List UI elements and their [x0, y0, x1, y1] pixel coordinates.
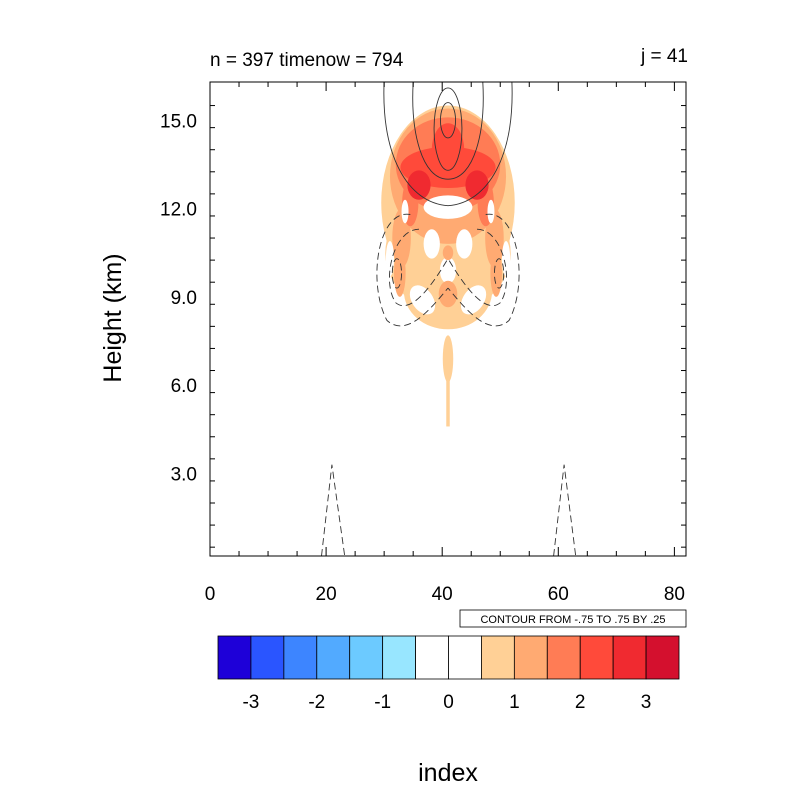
colorbar-box	[382, 635, 416, 680]
negative-contour	[376, 214, 449, 327]
colorbar-box	[579, 635, 614, 680]
y-axis: 3.0 6.0 9.0 12.0 15.0	[160, 105, 686, 548]
positive-region	[392, 208, 411, 268]
positive-region	[485, 208, 504, 268]
negative-contour	[447, 214, 520, 327]
x-axis: 0 20 40 60 80	[205, 82, 685, 605]
negative-contour	[321, 464, 346, 556]
y-tick-label: 6.0	[171, 376, 197, 397]
plot-frame	[209, 81, 687, 557]
title-left: n = 397 timenow = 794	[210, 50, 404, 71]
positive-contour	[412, 82, 484, 180]
positive-region	[465, 170, 489, 200]
y-tick-label: 15.0	[160, 111, 197, 132]
zero-region	[439, 257, 457, 284]
colorbar-label: 1	[509, 692, 520, 713]
negative-contour	[389, 228, 449, 307]
colorbar-label: 3	[641, 692, 652, 713]
zero-region	[487, 199, 495, 224]
negative-contour	[553, 464, 577, 556]
contour-info-box	[459, 609, 687, 628]
x-tick-label: 80	[664, 584, 685, 605]
x-tick-label: 40	[432, 584, 453, 605]
positive-region	[490, 249, 502, 297]
colorbar-box	[250, 635, 285, 680]
x-tick-label: 20	[316, 584, 337, 605]
zero-region	[460, 285, 487, 315]
positive-region	[431, 123, 465, 177]
title-right: j = 41	[640, 46, 688, 67]
zero-region	[423, 195, 473, 219]
contour-info-text: CONTOUR FROM -.75 TO .75 BY .25	[480, 614, 665, 626]
colorbar-label: -2	[308, 692, 325, 713]
colorbar-label: 2	[575, 692, 586, 713]
x-axis-label: index	[418, 759, 478, 787]
contour-lines	[321, 82, 577, 556]
colorbar-box	[448, 635, 482, 680]
colorbar-box	[415, 635, 449, 680]
x-tick-label: 60	[548, 584, 569, 605]
colorbar-box	[612, 635, 647, 680]
colorbar-box	[513, 635, 548, 680]
positive-stem	[446, 376, 450, 427]
negative-contour	[447, 228, 507, 307]
positive-contour	[433, 87, 463, 171]
zero-region	[456, 229, 473, 259]
positive-region	[394, 249, 406, 297]
y-tick-label: 3.0	[171, 465, 197, 486]
positive-stem	[442, 335, 454, 383]
colorbar-box	[645, 635, 680, 680]
x-tick-label: 0	[205, 584, 216, 605]
y-tick-label: 9.0	[171, 288, 197, 309]
y-axis-label: Height (km)	[99, 253, 127, 382]
positive-contour	[383, 82, 513, 207]
zero-region	[385, 240, 395, 277]
colorbar-box	[316, 635, 351, 680]
colorbar-box	[217, 635, 252, 680]
positive-region	[407, 170, 431, 200]
colorbar: -3 -2 -1 0 1 2 3	[217, 635, 680, 713]
positive-contour	[440, 102, 456, 139]
zero-region	[409, 285, 436, 315]
negative-contour	[391, 258, 403, 289]
colorbar-box	[283, 635, 318, 680]
colorbar-label: -1	[374, 692, 391, 713]
filled-contours	[381, 105, 515, 427]
colorbar-box	[546, 635, 581, 680]
colorbar-box	[349, 635, 384, 680]
zero-region	[501, 240, 511, 277]
y-tick-label: 12.0	[160, 200, 197, 221]
zero-region	[423, 229, 440, 259]
colorbar-label: -3	[242, 692, 259, 713]
positive-region	[438, 280, 458, 308]
colorbar-box	[481, 635, 515, 680]
zero-region	[401, 199, 409, 224]
positive-region	[442, 245, 454, 261]
colorbar-label: 0	[443, 692, 454, 713]
negative-contour	[493, 258, 505, 289]
